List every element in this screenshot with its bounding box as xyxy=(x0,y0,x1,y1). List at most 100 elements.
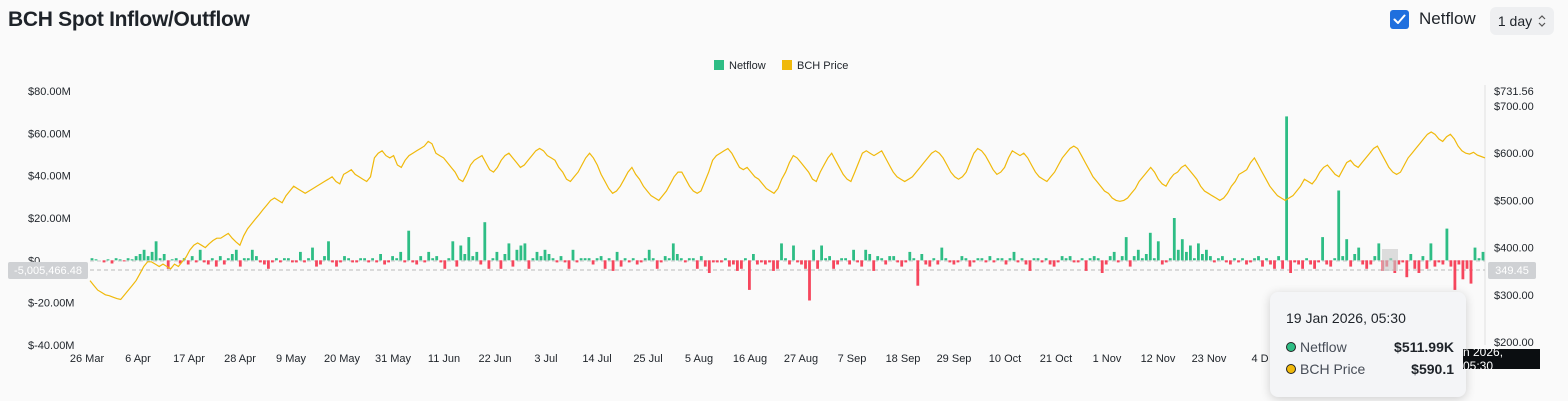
netflow-bar xyxy=(1197,243,1200,261)
netflow-bar xyxy=(635,260,639,265)
netflow-bar xyxy=(1176,249,1180,261)
netflow-bar xyxy=(1377,243,1381,261)
netflow-bar xyxy=(1413,260,1417,269)
netflow-bar xyxy=(968,260,972,267)
netflow-bar xyxy=(699,256,703,261)
netflow-bar xyxy=(487,260,491,269)
netflow-bar xyxy=(363,258,366,261)
price-line xyxy=(89,131,1486,301)
netflow-bar xyxy=(395,258,399,261)
netflow-bar xyxy=(659,260,663,263)
netflow-toggle[interactable]: Netflow xyxy=(1390,9,1476,29)
netflow-bar xyxy=(206,260,210,265)
netflow-bar xyxy=(1309,260,1312,265)
netflow-bar xyxy=(988,256,992,261)
netflow-bar xyxy=(1221,256,1224,261)
netflow-bar xyxy=(1457,260,1461,265)
netflow-bar xyxy=(174,258,178,261)
netflow-bar xyxy=(1261,260,1264,267)
x-tick-label: 7 Sep xyxy=(838,353,867,365)
netflow-bar xyxy=(707,260,711,273)
x-tick-label: 17 Apr xyxy=(173,353,205,365)
netflow-bar xyxy=(503,254,507,261)
netflow-bar xyxy=(1333,258,1337,261)
netflow-bar xyxy=(162,254,166,261)
netflow-bar xyxy=(1032,258,1036,261)
netflow-bar xyxy=(359,258,362,261)
netflow-bar xyxy=(1233,258,1236,261)
netflow-bar xyxy=(772,260,775,271)
netflow-bar xyxy=(667,258,671,261)
netflow-bar xyxy=(222,260,226,265)
chevron-updown-icon xyxy=(1538,15,1546,27)
netflow-bar xyxy=(1345,239,1349,261)
netflow-bar xyxy=(687,258,691,261)
netflow-bar xyxy=(1277,256,1280,261)
netflow-bar xyxy=(752,254,755,261)
netflow-bar xyxy=(796,260,799,263)
netflow-bar xyxy=(1148,232,1152,261)
netflow-bar xyxy=(447,258,451,261)
netflow-bar xyxy=(319,260,322,265)
netflow-bar xyxy=(1229,260,1232,265)
netflow-bar xyxy=(1477,258,1481,261)
netflow-bar xyxy=(1481,251,1485,261)
netflow-bar xyxy=(1361,260,1365,265)
checkbox-checked-icon[interactable] xyxy=(1390,9,1409,29)
netflow-bar xyxy=(1433,260,1437,267)
netflow-bar xyxy=(571,249,575,261)
netflow-bar xyxy=(1217,258,1220,261)
x-tick-label: 18 Sep xyxy=(886,353,921,365)
netflow-bar xyxy=(924,260,928,265)
netflow-bar xyxy=(832,260,835,269)
netflow-bar xyxy=(371,258,374,261)
netflow-bar xyxy=(214,260,218,267)
tooltip-row-netflow: Netflow $511.99K xyxy=(1286,339,1454,355)
netflow-bar xyxy=(1297,260,1300,265)
x-axis: 26 Mar 6 Apr 17 Apr 28 Apr 9 May 20 May 31 May… xyxy=(70,353,1269,365)
x-tick-label: 20 May xyxy=(324,353,361,365)
netflow-bar xyxy=(732,260,735,265)
netflow-bar xyxy=(936,260,940,265)
netflow-bar xyxy=(1052,260,1056,267)
page-title: BCH Spot Inflow/Outflow xyxy=(8,8,250,31)
netflow-bar xyxy=(1289,260,1292,273)
netflow-bar xyxy=(1449,260,1453,267)
netflow-bar xyxy=(916,260,920,286)
netflow-bar xyxy=(683,260,687,263)
netflow-bar xyxy=(250,249,254,261)
netflow-bar xyxy=(479,260,483,265)
netflow-bar xyxy=(263,260,266,265)
netflow-bar xyxy=(271,260,274,263)
netflow-bar xyxy=(158,258,162,261)
netflow-bar xyxy=(90,258,94,261)
netflow-bar xyxy=(663,256,667,261)
y-left-tick-label: $-20.00M xyxy=(28,298,74,310)
netflow-bar xyxy=(1441,260,1445,265)
netflow-bar xyxy=(459,245,463,261)
netflow-bar xyxy=(1116,260,1120,263)
netflow-bar xyxy=(399,251,403,261)
netflow-bar xyxy=(619,260,623,267)
netflow-bar xyxy=(1144,254,1148,261)
netflow-bar xyxy=(1469,260,1473,284)
netflow-bar xyxy=(1160,260,1164,265)
netflow-bar xyxy=(439,260,443,263)
netflow-bar xyxy=(543,249,547,261)
netflow-bar xyxy=(724,258,727,261)
netflow-bar xyxy=(1417,260,1421,273)
interval-select[interactable]: 1 day xyxy=(1490,7,1554,35)
netflow-bar xyxy=(760,260,763,263)
netflow-bar xyxy=(852,249,855,261)
netflow-bar xyxy=(1152,258,1156,261)
netflow-bar xyxy=(1040,260,1044,263)
legend-label-price: BCH Price xyxy=(797,60,848,72)
netflow-bar xyxy=(1092,256,1096,261)
netflow-bar xyxy=(940,247,944,261)
netflow-bar xyxy=(615,251,619,261)
netflow-bar xyxy=(507,243,511,261)
netflow-bar xyxy=(643,258,647,261)
netflow-bar xyxy=(411,260,415,263)
netflow-bar xyxy=(904,260,908,263)
netflow-bar xyxy=(511,260,515,267)
